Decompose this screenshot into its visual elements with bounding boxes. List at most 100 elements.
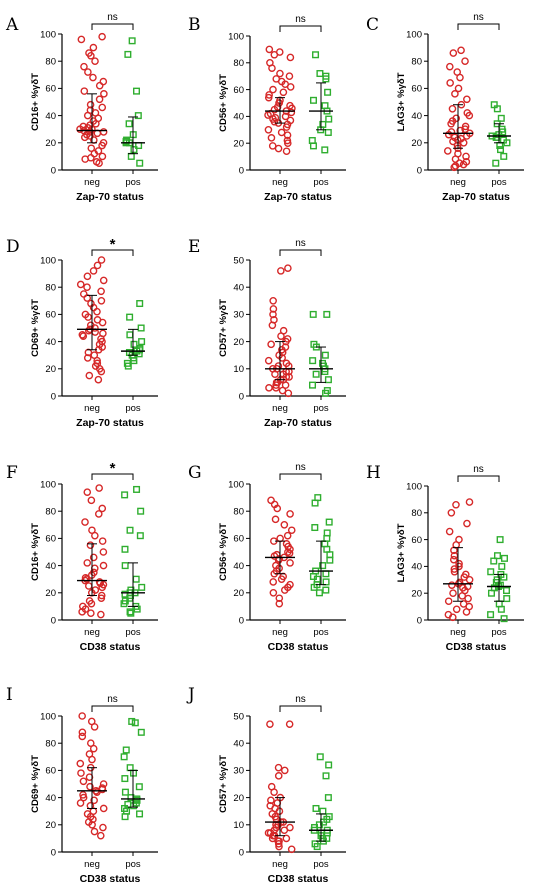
data-point-neg (269, 296, 277, 305)
data-point-pos (319, 807, 327, 815)
data-point-neg (275, 807, 284, 816)
data-point-neg (270, 50, 279, 59)
data-point-neg (265, 91, 273, 99)
data-point-pos (324, 88, 332, 96)
data-point-neg (98, 583, 106, 592)
panel-letter: E (188, 237, 200, 257)
data-point-neg (457, 46, 465, 55)
data-point-neg (267, 134, 276, 142)
data-point-neg (77, 769, 85, 777)
y-tick-label: 40 (45, 561, 56, 572)
data-point-neg (99, 276, 108, 285)
data-point-neg (86, 782, 94, 791)
data-point-pos (322, 75, 330, 83)
x-tick-label: neg (84, 627, 100, 638)
x-tick-label: neg (272, 177, 288, 188)
data-point-neg (286, 559, 294, 567)
data-point-neg (89, 553, 98, 562)
x-axis-label: Zap-70 status (264, 191, 332, 203)
data-point-neg (94, 510, 103, 518)
y-tick-label: 20 (233, 793, 244, 804)
data-point-neg (86, 541, 95, 550)
data-point-neg (85, 371, 94, 380)
x-tick-label: pos (313, 627, 329, 638)
data-point-pos (322, 586, 330, 594)
data-point-pos (130, 357, 138, 365)
y-tick-label: 40 (45, 337, 56, 348)
data-point-neg (272, 381, 280, 389)
data-point-pos (136, 300, 144, 308)
data-point-neg (84, 313, 92, 321)
data-point-neg (287, 526, 296, 535)
x-axis-label: CD38 status (268, 873, 329, 885)
data-point-neg (267, 496, 275, 505)
x-axis-label: CD38 status (446, 641, 507, 653)
significance-label: ns (295, 238, 306, 249)
data-point-neg (89, 43, 98, 52)
data-point-pos (325, 761, 333, 769)
y-axis-label: CD16+ %γδT (30, 523, 41, 581)
y-tick-label: 60 (45, 534, 56, 545)
data-point-neg (86, 132, 94, 140)
data-point-pos (497, 146, 505, 154)
data-point-pos (312, 370, 320, 378)
y-tick-label: 0 (51, 847, 56, 858)
y-tick-label: 0 (239, 615, 244, 626)
data-point-pos (324, 376, 332, 384)
data-point-neg (95, 159, 103, 167)
data-point-neg (93, 307, 101, 316)
data-point-neg (278, 354, 286, 362)
data-point-pos (316, 70, 324, 78)
data-point-neg (450, 163, 459, 172)
y-tick-label: 100 (228, 479, 244, 490)
data-point-neg (277, 128, 286, 137)
data-point-pos (312, 51, 320, 59)
data-point-neg (80, 87, 89, 95)
data-point-pos (503, 595, 511, 603)
data-point-neg (284, 389, 293, 398)
data-point-neg (287, 108, 296, 117)
data-point-neg (273, 504, 282, 513)
y-axis-label: CD56+ %γδT (218, 74, 229, 132)
data-point-neg (93, 261, 102, 270)
y-tick-label: 80 (411, 57, 422, 68)
data-point-neg (99, 561, 108, 570)
data-point-neg (465, 576, 474, 584)
significance-bracket (279, 473, 322, 480)
data-point-neg (284, 264, 292, 272)
data-point-neg (79, 793, 88, 802)
data-point-pos (497, 605, 505, 613)
data-point-neg (276, 534, 284, 543)
data-point-pos (136, 810, 144, 818)
data-point-neg (284, 548, 292, 556)
data-point-neg (81, 155, 89, 163)
data-point-neg (76, 799, 85, 807)
data-point-neg (264, 93, 273, 102)
data-point-neg (91, 57, 99, 66)
data-point-neg (99, 548, 108, 556)
y-tick-label: 100 (40, 255, 56, 266)
y-tick-label: 50 (233, 255, 244, 266)
data-point-neg (449, 589, 457, 598)
data-point-pos (324, 794, 332, 802)
significance-bracket (91, 705, 134, 712)
data-point-pos (310, 583, 318, 591)
data-point-pos (120, 753, 128, 761)
data-point-neg (455, 559, 463, 568)
data-point-pos (500, 152, 508, 160)
data-point-neg (81, 133, 89, 142)
y-tick-label: 0 (239, 847, 244, 858)
data-point-neg (87, 609, 95, 618)
data-point-pos (309, 142, 317, 150)
data-point-neg (270, 105, 279, 114)
data-point-pos (325, 518, 333, 526)
data-point-pos (124, 50, 132, 58)
y-tick-label: 20 (411, 589, 422, 600)
x-axis-label: Zap-70 status (76, 417, 144, 429)
data-point-neg (449, 49, 458, 57)
significance-label: ns (107, 694, 118, 705)
data-point-neg (280, 826, 289, 835)
data-point-neg (89, 73, 97, 82)
data-point-neg (275, 842, 283, 851)
